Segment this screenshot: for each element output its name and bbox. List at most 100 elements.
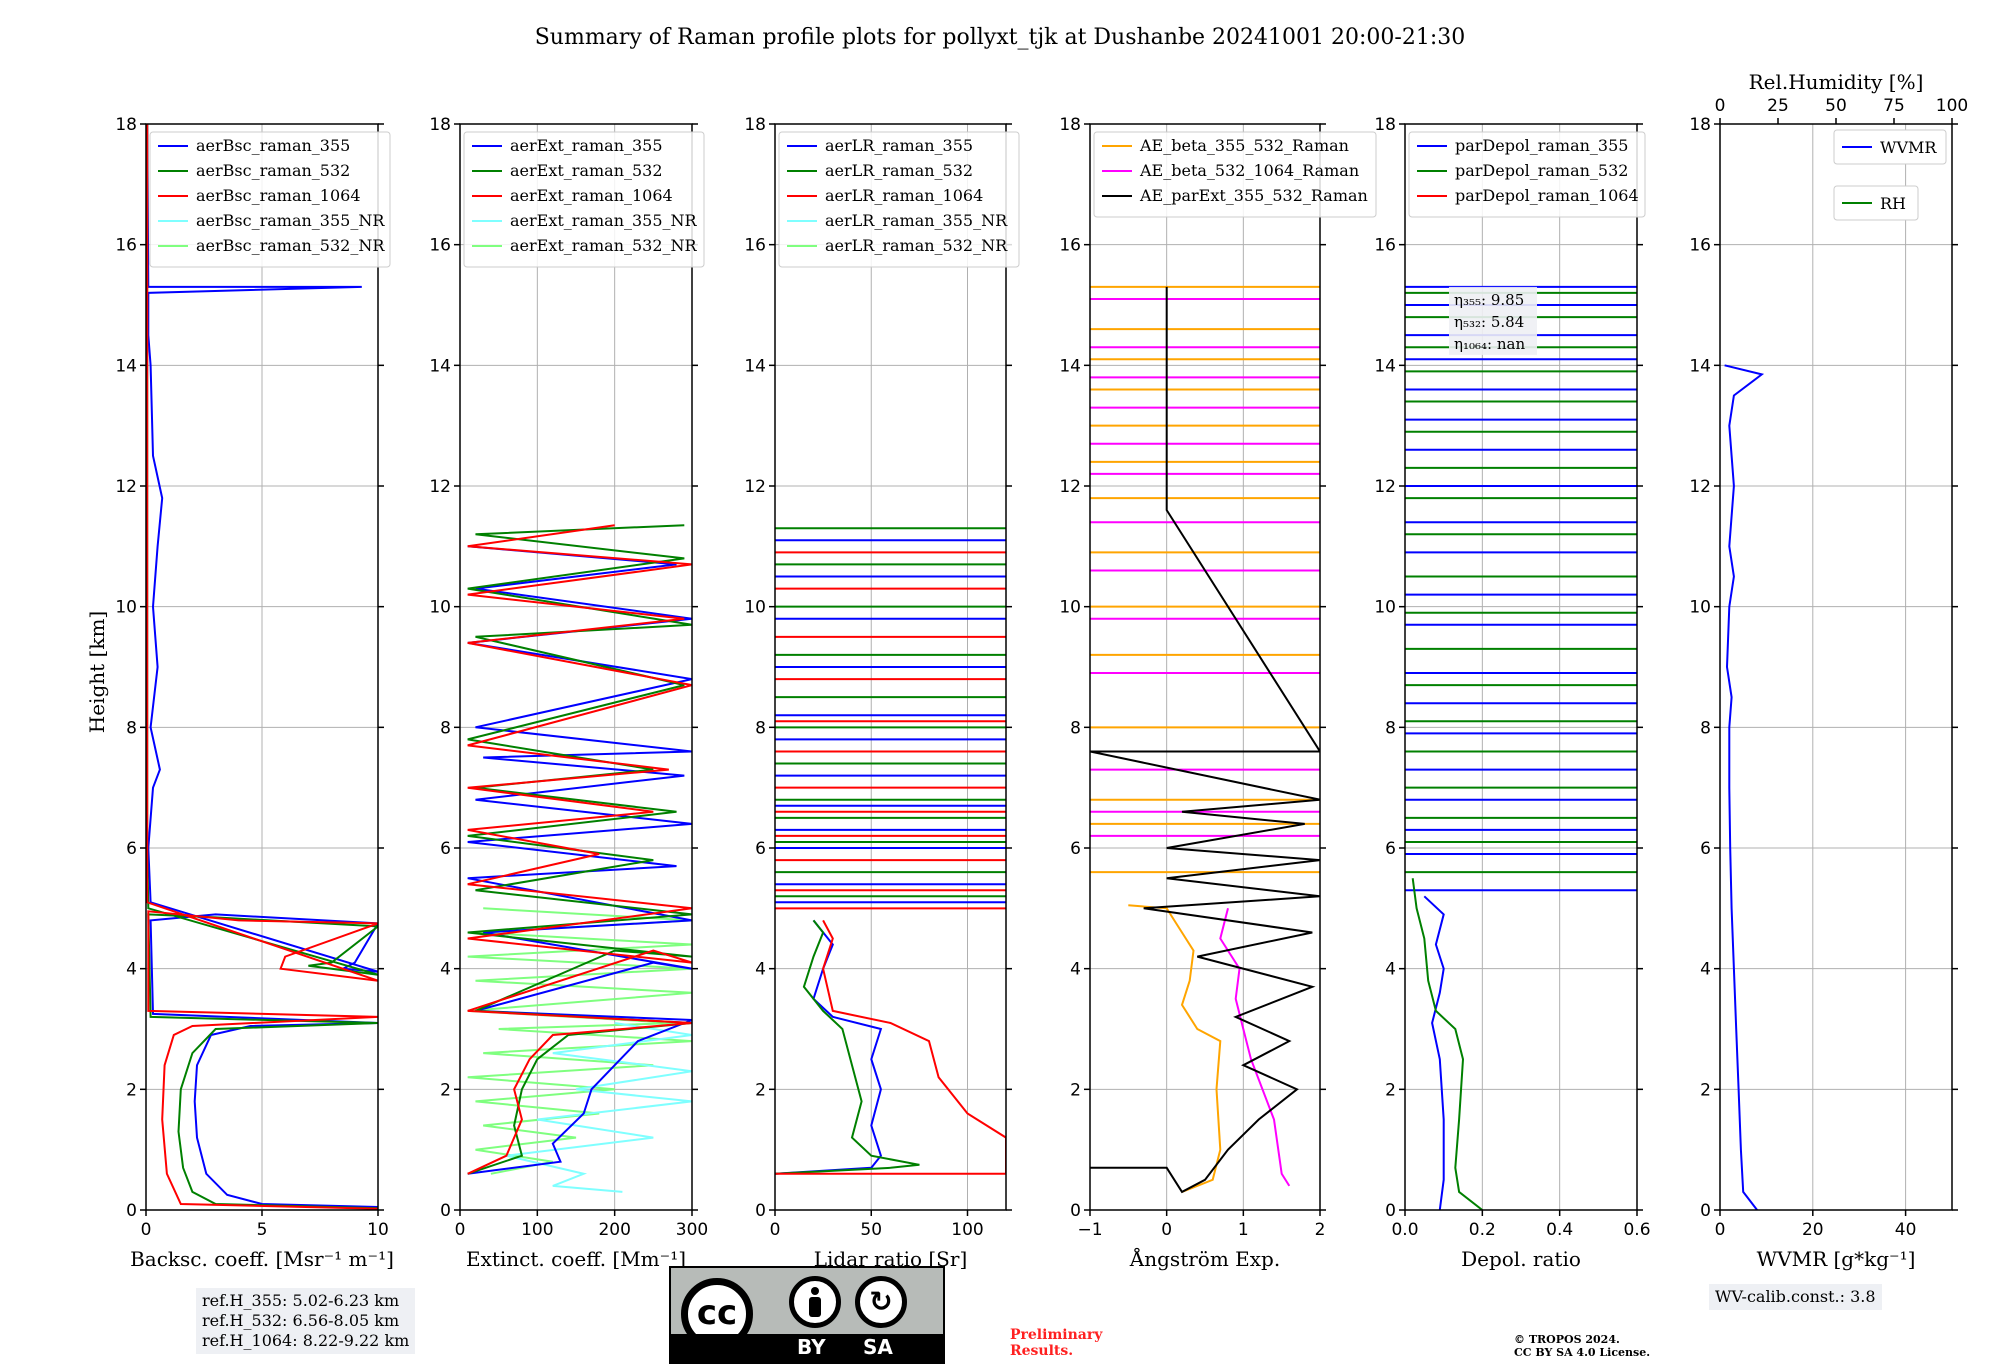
y-tick-label: 2 [1070,1080,1081,1100]
y-tick-label: 2 [440,1080,451,1100]
y-tick-label: 8 [755,718,766,738]
x-tick-label: 40 [1895,1220,1917,1240]
x-tick-label: 5 [257,1220,268,1240]
legend-label: aerLR_raman_1064 [825,186,983,205]
y-tick-label: 12 [429,477,451,497]
by-person-icon [789,1276,841,1328]
y-tick-label: 18 [115,115,137,135]
y-tick-label: 10 [1059,598,1081,618]
y-tick-label: 14 [115,356,137,376]
y-tick-label: 18 [1689,115,1711,135]
series-line [467,907,692,1175]
legend-label: aerBsc_raman_532 [196,161,350,180]
x-tick-label: 100 [521,1220,553,1240]
legend-label: RH [1880,194,1906,213]
legend-box [1093,131,1377,218]
y-tick-label: 12 [115,477,137,497]
x-tick-label: 1 [1238,1220,1249,1240]
legend-label: aerBsc_raman_1064 [196,186,361,205]
sa-share-icon: ↻ [855,1276,907,1328]
series-line [467,524,692,1175]
legend-label: parDepol_raman_1064 [1455,186,1639,205]
ref-line: ref.H_532: 6.56-8.05 km [202,1311,400,1330]
legend-label: aerExt_raman_1064 [510,186,673,205]
series-line [467,524,692,1175]
x-tick-label: 0.0 [1391,1220,1418,1240]
y-tick-label: 16 [115,236,137,256]
axes-frame [1719,123,1953,1211]
y-tick-label: 14 [1374,356,1396,376]
legend-label: parDepol_raman_355 [1455,136,1628,155]
by-label: BY [797,1335,826,1359]
x-tick-label: 300 [676,1220,708,1240]
x-axis-label: Extinct. coeff. [Mm⁻¹] [466,1247,686,1271]
legend-label: WVMR [1880,138,1937,157]
axes-frame [1404,123,1638,1211]
legend-label: aerExt_raman_355_NR [510,211,698,230]
axes-frame [1089,123,1321,1211]
panel-2: 0 2 4 6 8 10 12 14 16 18 0 100 200 300 Extinct. coeff.… [429,115,708,1271]
copyright-line: © TROPOS 2024. [1514,1333,1620,1346]
preliminary-note: Preliminary Results. [1010,1327,1102,1359]
ref-line: ref.H_1064: 8.22-9.22 km [202,1331,410,1350]
y-tick-label: 0 [755,1201,766,1221]
top-x-tick-label: 0 [1715,96,1726,116]
y-tick-label: 10 [1374,598,1396,618]
preliminary-line: Preliminary [1010,1327,1103,1343]
y-tick-label: 16 [744,236,766,256]
y-tick-label: 8 [1700,718,1711,738]
y-tick-label: 8 [1385,718,1396,738]
legend-label: aerExt_raman_355 [510,136,663,155]
ref-line: ref.H_355: 5.02-6.23 km [202,1291,400,1310]
legend-box [1833,129,1947,165]
series-line [1411,878,1483,1210]
series-line [506,1022,692,1193]
series-line [146,124,378,1210]
y-tick-label: 10 [744,598,766,618]
x-axis-label: Depol. ratio [1461,1247,1581,1271]
y-tick-label: 12 [1059,477,1081,497]
legend-box [1408,131,1646,218]
series-line [1951,883,1952,886]
x-tick-label: 0.6 [1623,1220,1650,1240]
plot-area [467,524,692,1193]
eta-annotation-line: η₅₃₂: 5.84 [1454,313,1524,331]
series-line [1090,286,1320,1194]
legend-label: AE_beta_355_532_Raman [1139,136,1349,155]
series-line [146,124,378,1208]
x-tick-label: 100 [951,1220,983,1240]
legend-box [463,131,705,268]
y-tick-label: 14 [744,356,766,376]
x-tick-label: 0 [1161,1220,1172,1240]
series-line [775,919,920,1175]
y-tick-label: 6 [126,839,137,859]
legend-label: aerBsc_raman_532_NR [196,236,385,255]
legend-label: aerBsc_raman_355 [196,136,350,155]
y-tick-label: 10 [115,598,137,618]
series-line [775,919,883,1175]
y-tick-label: 2 [1700,1080,1711,1100]
preliminary-line: Results. [1010,1343,1074,1359]
top-x-tick-label: 50 [1825,96,1847,116]
x-tick-label: 0 [770,1220,781,1240]
y-tick-label: 0 [1700,1201,1711,1221]
y-tick-label: 4 [126,960,137,980]
y-tick-label: 6 [1700,839,1711,859]
series-line [1128,904,1222,1193]
y-tick-label: 4 [755,960,766,980]
reference-heights-box: ref.H_355: 5.02-6.23 km ref.H_532: 6.56-… [196,1288,416,1354]
x-axis-label: Ångström Exp. [1129,1246,1280,1271]
y-tick-label: 18 [1374,115,1396,135]
y-tick-label: 16 [1689,236,1711,256]
y-tick-label: 8 [440,718,451,738]
y-tick-label: 8 [1070,718,1081,738]
panel-1: 0 2 4 6 8 10 12 14 16 18 0 5 10 Backsc. coeff. [Msr⁻¹… [115,115,394,1271]
copyright-line: CC BY SA 4.0 License. [1514,1346,1651,1359]
y-tick-label: 4 [440,960,451,980]
x-tick-label: −1 [1077,1220,1102,1240]
y-tick-label: 10 [1689,598,1711,618]
